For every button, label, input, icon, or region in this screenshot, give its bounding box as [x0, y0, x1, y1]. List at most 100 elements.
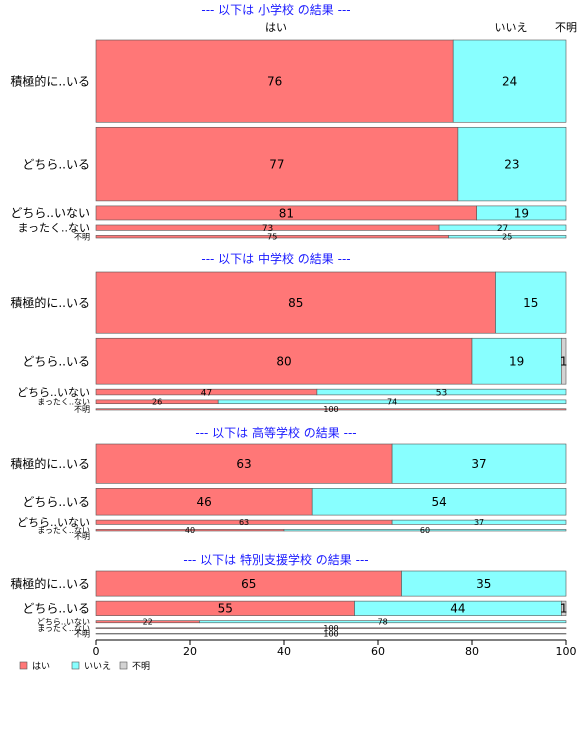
legend-label-no: いいえ	[84, 661, 111, 672]
x-tick-label: 20	[183, 645, 197, 658]
legend-swatch-unknown	[119, 661, 128, 670]
bar-row: 積極的に..いる 85 15	[10, 271, 567, 334]
x-axis: 0 20 40 60 80 100	[93, 639, 577, 658]
bar-row: まったく..ない 40 60	[37, 526, 567, 535]
bar-row: 不明 100	[74, 405, 567, 414]
x-tick-label: 80	[465, 645, 479, 658]
section-title: --- 以下は 小学校 の結果 ---	[201, 2, 350, 17]
value-label-no: 19	[509, 355, 524, 369]
section-2: --- 以下は 中学校 の結果 --- 積極的に..いる 85 15 どちら..いる 80…	[10, 251, 567, 414]
row-label: まったく..ない	[37, 624, 90, 633]
section-3: --- 以下は 高等学校 の結果 --- 積極的に..いる 63 37 どちら..いる 4…	[10, 425, 567, 541]
value-label-no: 25	[502, 233, 512, 242]
legend-swatch-yes	[19, 661, 28, 670]
value-label-yes: 77	[269, 157, 284, 171]
x-tick-label: 60	[371, 645, 385, 658]
bar-row: どちら..いない 81 19	[10, 205, 567, 221]
bar-segment-yes	[95, 126, 459, 202]
value-label-no: 35	[476, 577, 491, 591]
section-title: --- 以下は 特別支援学校 の結果 ---	[183, 552, 368, 567]
bar-segment-no	[283, 529, 567, 532]
bar-segment-yes	[95, 627, 567, 629]
value-label-no: 27	[497, 224, 508, 234]
value-label-no: 23	[504, 157, 519, 171]
value-label-yes: 65	[241, 577, 256, 591]
value-label-no: 37	[474, 518, 484, 527]
value-label-no: 37	[471, 457, 486, 471]
bar-segment-yes	[95, 408, 567, 411]
bar-segment-no	[199, 620, 567, 624]
bar-row: まったく..ない 26 74	[37, 398, 567, 407]
value-label-yes: 46	[196, 495, 211, 509]
bar-segment-yes	[95, 570, 402, 597]
value-label-yes: 80	[276, 355, 291, 369]
bar-segment-no	[217, 399, 567, 405]
bar-row: まったく..ない 100	[37, 624, 567, 633]
section-title: --- 以下は 中学校 の結果 ---	[201, 251, 350, 266]
value-label-yes: 81	[279, 206, 294, 220]
bar-segment-no	[448, 235, 567, 239]
column-header-no: いいえ	[495, 21, 528, 34]
bar-row: どちら..いる 46 54	[22, 488, 567, 516]
value-label-yes: 26	[152, 398, 162, 407]
legend: はい いいえ 不明	[19, 661, 150, 672]
row-label: どちら..いる	[22, 495, 90, 509]
column-header-unknown: 不明	[555, 21, 577, 34]
row-label: どちら..いる	[22, 157, 90, 171]
value-label-no: 19	[514, 206, 529, 220]
bar-row: 積極的に..いる 76 24	[10, 39, 567, 123]
column-header-yes: はい	[265, 21, 287, 34]
x-tick-label: 40	[277, 645, 291, 658]
value-label-yes: 63	[236, 457, 251, 471]
legend-swatch-no	[71, 661, 80, 670]
value-label-yes: 40	[185, 526, 195, 535]
value-label-yes: 55	[218, 602, 233, 616]
bar-row: 不明 75 25	[74, 233, 567, 242]
row-label: 不明	[74, 233, 90, 242]
value-label-no: 74	[387, 398, 397, 407]
value-label-yes: 76	[267, 74, 282, 88]
bar-segment-no	[316, 388, 567, 396]
row-label: まったく..ない	[37, 398, 90, 407]
row-label: どちら..いない	[37, 618, 90, 627]
bar-segment-no	[471, 337, 562, 385]
bar-row: どちら..いる 55 44 1	[22, 600, 567, 616]
section-1: --- 以下は 小学校 の結果 --- 積極的に..いる 76 24 どちら..いる 77…	[10, 2, 567, 242]
bar-segment-no	[452, 39, 567, 123]
row-label: どちら..いない	[17, 516, 90, 529]
value-label-yes: 47	[201, 388, 212, 398]
row-label: 積極的に..いる	[10, 576, 90, 591]
value-label-no: 53	[436, 388, 447, 398]
bar-segment-unknown	[560, 337, 567, 385]
value-label-no: 78	[378, 618, 388, 627]
bar-segment-unknown	[560, 600, 567, 616]
value-label-yes: 100	[323, 630, 338, 639]
x-tick-label: 100	[556, 645, 577, 658]
bar-segment-yes	[95, 488, 313, 516]
legend-label-unknown: 不明	[132, 661, 150, 672]
bar-segment-no	[438, 224, 567, 231]
value-label-no: 60	[420, 526, 430, 535]
bar-segment-no	[391, 443, 567, 484]
bar-segment-yes	[95, 337, 473, 385]
value-label-no: 44	[450, 602, 465, 616]
value-label-yes: 85	[288, 296, 303, 310]
row-label: まったく..ない	[37, 526, 90, 535]
bar-row: どちら..いない 47 53	[17, 386, 567, 399]
bar-segment-yes	[95, 443, 393, 484]
bar-segment-yes	[95, 39, 454, 123]
section-4: --- 以下は 特別支援学校 の結果 --- 積極的に..いる 65 35 どちら..い…	[10, 552, 567, 639]
row-label: 積極的に..いる	[10, 295, 90, 310]
bar-segment-yes	[95, 271, 496, 334]
row-label: 不明	[74, 532, 90, 541]
bar-segment-no	[401, 570, 567, 597]
bar-row: 積極的に..いる 65 35	[10, 570, 567, 597]
bar-segment-no	[311, 488, 567, 516]
bar-row: どちら..いる 80 19 1	[22, 337, 567, 385]
bar-segment-no	[495, 271, 567, 334]
value-label-yes: 100	[323, 624, 338, 633]
value-label-yes: 73	[262, 224, 273, 234]
value-label-yes: 100	[323, 405, 338, 414]
row-label: 積極的に..いる	[10, 73, 90, 88]
